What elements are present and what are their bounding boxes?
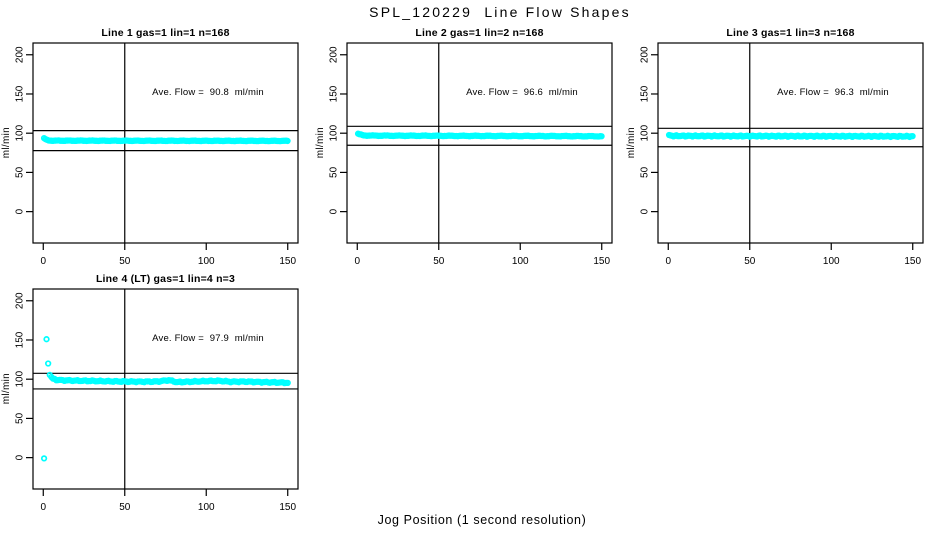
x-axis-tick-label: 50 — [744, 256, 756, 267]
y-axis-tick-label: 100 — [640, 124, 651, 141]
flow-data-point — [598, 133, 605, 140]
x-axis-tick-label: 100 — [823, 256, 840, 267]
y-axis-tick-label: 200 — [15, 292, 26, 309]
y-axis-tick-label: 0 — [15, 454, 26, 460]
flow-outlier-point — [45, 360, 52, 367]
x-axis-tick-label: 150 — [279, 256, 296, 267]
y-axis-tick-label: 0 — [640, 208, 651, 214]
x-axis-tick-label: 150 — [593, 256, 610, 267]
subplot-line-2: 0 50 100 150 200 0 50 100 150 Line 2 gas=1 lin=2… — [314, 27, 620, 273]
y-axis-tick-label: 100 — [15, 370, 26, 387]
subplot-line-3-title: Line 3 gas=1 lin=3 n=168 — [726, 27, 855, 39]
x-axis-tick-label: 0 — [354, 256, 360, 267]
y-axis-tick-label: 150 — [15, 331, 26, 348]
y-axis-tick-label: 0 — [329, 208, 340, 214]
subplot-line-1-ave-flow-annotation: Ave. Flow = 90.8 ml/min — [152, 87, 264, 98]
plot-box — [346, 42, 613, 244]
x-axis-tick-label: 50 — [119, 502, 131, 513]
y-axis-tick-label: 50 — [15, 412, 26, 424]
subplot-line-1-y-axis-label: ml/min — [0, 127, 12, 159]
plot-box — [657, 42, 924, 244]
subplot-line-4-title: Line 4 (LT) gas=1 lin=4 n=3 — [95, 273, 236, 285]
flow-data-point — [909, 132, 916, 140]
y-axis-tick-label: 200 — [15, 46, 26, 63]
plot-box — [32, 288, 299, 490]
subplot-line-3-y-axis-label: ml/min — [625, 127, 637, 159]
subplot-line-3-plot-area: 0 50 100 150 200 0 50 100 150 — [640, 42, 924, 267]
flow-data-point — [284, 379, 291, 387]
subplot-line-4-y-axis-label: ml/min — [0, 373, 12, 405]
y-axis-tick-label: 100 — [15, 124, 26, 141]
subplot-line-3-ave-flow-annotation: Ave. Flow = 96.3 ml/min — [777, 87, 889, 98]
subplot-line-1: 0 50 100 150 200 0 50 100 150 Line 1 gas=1 lin=1… — [0, 27, 306, 273]
x-axis-tick-label: 0 — [40, 256, 46, 267]
subplot-line-2-ave-flow-annotation: Ave. Flow = 96.6 ml/min — [466, 87, 578, 98]
flow-outlier-point — [40, 455, 48, 462]
x-axis-tick-label: 50 — [119, 256, 131, 267]
y-axis-tick-label: 150 — [640, 85, 651, 102]
y-axis-tick-label: 150 — [329, 85, 340, 102]
x-axis-tick-label: 50 — [433, 256, 445, 267]
x-axis-tick-label: 100 — [512, 256, 529, 267]
y-axis-tick-label: 200 — [329, 46, 340, 63]
subplot-line-1-title: Line 1 gas=1 lin=1 n=168 — [101, 27, 230, 39]
y-axis-tick-label: 50 — [329, 166, 340, 178]
x-axis-tick-label: 150 — [279, 502, 296, 513]
y-axis-tick-label: 50 — [640, 166, 651, 178]
y-axis-tick-label: 0 — [15, 208, 26, 214]
y-axis-tick-label: 200 — [640, 46, 651, 63]
subplot-line-4-ave-flow-annotation: Ave. Flow = 97.9 ml/min — [152, 333, 264, 344]
flow-data-point — [284, 137, 291, 145]
y-axis-tick-label: 150 — [15, 85, 26, 102]
plot-box — [32, 42, 299, 244]
subplot-line-2-y-axis-label: ml/min — [314, 127, 326, 159]
y-axis-tick-label: 100 — [329, 124, 340, 141]
subplot-line-4: 0 50 100 150 200 0 50 100 150 Line 4 (LT) gas=1 … — [0, 273, 306, 519]
figure-x-axis-label: Jog Position (1 second resolution) — [377, 513, 587, 527]
subplot-line-2-title: Line 2 gas=1 lin=2 n=168 — [415, 27, 544, 39]
x-axis-tick-label: 100 — [198, 502, 215, 513]
figure-title: SPL_120229 Line Flow Shapes — [369, 4, 631, 20]
x-axis-tick-label: 0 — [40, 502, 46, 513]
flow-outlier-point — [43, 336, 50, 343]
x-axis-tick-label: 100 — [198, 256, 215, 267]
x-axis-tick-label: 0 — [665, 256, 671, 267]
subplot-line-1-plot-area: 0 50 100 150 200 0 50 100 150 — [15, 42, 299, 267]
subplot-line-3: 0 50 100 150 200 0 50 100 150 Line 3 gas=1 lin=3… — [625, 27, 931, 273]
subplot-line-4-plot-area: 0 50 100 150 200 0 50 100 150 — [15, 288, 299, 513]
subplot-line-2-plot-area: 0 50 100 150 200 0 50 100 150 — [329, 42, 613, 267]
x-axis-tick-label: 150 — [904, 256, 921, 267]
y-axis-tick-label: 50 — [15, 166, 26, 178]
